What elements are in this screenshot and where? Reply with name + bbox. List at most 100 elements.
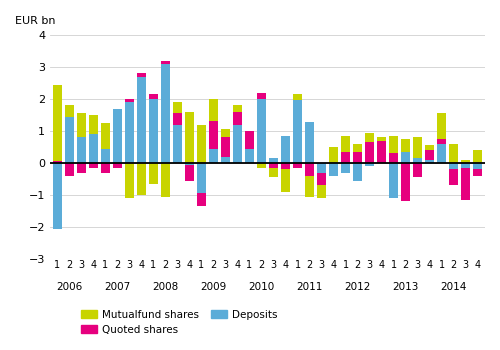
Bar bbox=[137, 163, 146, 195]
Bar bbox=[425, 160, 434, 163]
Bar bbox=[197, 125, 206, 163]
Bar bbox=[101, 163, 110, 173]
Bar bbox=[245, 131, 254, 149]
Bar bbox=[281, 169, 290, 192]
Bar bbox=[462, 160, 470, 163]
Bar bbox=[185, 163, 194, 164]
Bar bbox=[257, 163, 266, 168]
Bar bbox=[76, 163, 86, 173]
Bar bbox=[437, 113, 446, 139]
Bar bbox=[474, 169, 482, 176]
Text: 2009: 2009 bbox=[200, 282, 226, 292]
Bar bbox=[365, 163, 374, 166]
Bar bbox=[52, 161, 62, 163]
Bar bbox=[450, 144, 458, 163]
Bar bbox=[413, 158, 422, 163]
Bar bbox=[425, 150, 434, 160]
Bar bbox=[89, 115, 98, 134]
Bar bbox=[365, 133, 374, 142]
Legend: Mutualfund shares, Quoted shares, Deposits: Mutualfund shares, Quoted shares, Deposi… bbox=[77, 305, 282, 339]
Bar bbox=[64, 105, 74, 117]
Bar bbox=[149, 94, 158, 99]
Bar bbox=[389, 163, 398, 198]
Bar bbox=[101, 123, 110, 149]
Bar bbox=[89, 163, 98, 168]
Bar bbox=[137, 74, 146, 77]
Bar bbox=[437, 144, 446, 163]
Bar bbox=[76, 113, 86, 138]
Bar bbox=[317, 173, 326, 186]
Text: 2010: 2010 bbox=[248, 282, 274, 292]
Bar bbox=[197, 194, 206, 206]
Bar bbox=[401, 163, 410, 201]
Bar bbox=[64, 117, 74, 163]
Bar bbox=[257, 99, 266, 163]
Bar bbox=[89, 134, 98, 163]
Bar bbox=[437, 139, 446, 144]
Bar bbox=[353, 144, 362, 152]
Bar bbox=[137, 77, 146, 163]
Bar bbox=[185, 164, 194, 181]
Bar bbox=[209, 149, 218, 163]
Y-axis label: EUR bn: EUR bn bbox=[15, 16, 56, 26]
Bar bbox=[377, 141, 386, 163]
Text: 2012: 2012 bbox=[344, 282, 371, 292]
Bar bbox=[389, 153, 398, 163]
Bar bbox=[425, 145, 434, 150]
Bar bbox=[293, 100, 302, 163]
Bar bbox=[221, 138, 230, 156]
Bar bbox=[450, 169, 458, 186]
Text: 2011: 2011 bbox=[296, 282, 322, 292]
Bar bbox=[365, 142, 374, 163]
Bar bbox=[269, 163, 278, 168]
Bar bbox=[341, 152, 350, 163]
Bar bbox=[149, 163, 158, 184]
Bar bbox=[474, 163, 482, 169]
Bar bbox=[125, 99, 134, 102]
Bar bbox=[329, 147, 338, 163]
Bar bbox=[185, 112, 194, 163]
Bar bbox=[76, 138, 86, 163]
Bar bbox=[401, 152, 410, 163]
Bar bbox=[233, 105, 242, 112]
Bar bbox=[269, 168, 278, 177]
Bar bbox=[173, 102, 182, 113]
Bar bbox=[197, 163, 206, 194]
Bar bbox=[341, 163, 350, 173]
Bar bbox=[389, 136, 398, 153]
Bar bbox=[52, 163, 62, 229]
Bar bbox=[462, 163, 470, 168]
Bar bbox=[341, 136, 350, 152]
Bar bbox=[221, 130, 230, 138]
Bar bbox=[52, 85, 62, 161]
Bar bbox=[161, 64, 170, 163]
Bar bbox=[233, 112, 242, 125]
Bar bbox=[462, 168, 470, 200]
Text: 2007: 2007 bbox=[104, 282, 130, 292]
Bar bbox=[413, 163, 422, 177]
Bar bbox=[221, 156, 230, 163]
Bar bbox=[113, 108, 122, 163]
Bar bbox=[377, 138, 386, 141]
Bar bbox=[281, 163, 290, 169]
Bar bbox=[353, 163, 362, 181]
Bar bbox=[281, 136, 290, 163]
Bar bbox=[293, 93, 302, 100]
Bar bbox=[317, 163, 326, 173]
Bar bbox=[317, 186, 326, 198]
Bar bbox=[245, 149, 254, 163]
Text: 2008: 2008 bbox=[152, 282, 178, 292]
Bar bbox=[305, 122, 314, 163]
Bar bbox=[233, 125, 242, 163]
Bar bbox=[401, 139, 410, 152]
Bar bbox=[257, 93, 266, 99]
Bar bbox=[450, 163, 458, 169]
Bar bbox=[101, 149, 110, 163]
Bar bbox=[209, 99, 218, 121]
Text: 2014: 2014 bbox=[440, 282, 467, 292]
Bar bbox=[64, 163, 74, 176]
Bar bbox=[125, 102, 134, 163]
Bar bbox=[149, 99, 158, 163]
Bar bbox=[161, 163, 170, 197]
Bar bbox=[113, 163, 122, 168]
